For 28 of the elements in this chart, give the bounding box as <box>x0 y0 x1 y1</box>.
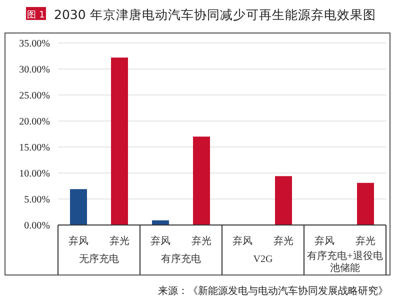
x-tick-label: 无序充电 <box>79 253 119 265</box>
series-label: 弃光 <box>110 235 130 247</box>
y-tick-label: 15.00% <box>19 142 50 154</box>
source-note: 来源：《新能源发电与电动汽车协同发展战略研究》 <box>158 285 388 297</box>
bar <box>193 136 210 225</box>
bar <box>275 176 292 225</box>
y-tick-label: 10.00% <box>19 168 50 180</box>
bar <box>357 182 374 225</box>
text: 弃风 <box>150 236 170 247</box>
text: 弃风 <box>232 236 252 247</box>
caption: 图 1 <box>27 10 45 20</box>
bar <box>70 189 87 225</box>
x-tick-label: 有序充电+退役电池储能 <box>307 250 383 274</box>
y-tick-label: 30.00% <box>19 64 50 76</box>
text: 弃光 <box>356 236 376 247</box>
text: 弃风 <box>314 236 334 247</box>
y-tick-label: 0.00% <box>24 220 50 232</box>
text: 弃光 <box>274 236 294 247</box>
y-tick-label: 25.00% <box>19 90 50 102</box>
y-tick-label: 35.00% <box>19 38 50 50</box>
y-tick-label: 5.00% <box>24 194 50 206</box>
x-tick-label: V2G <box>253 254 273 265</box>
x-tick-label: 有序充电 <box>161 253 201 265</box>
text: 弃光 <box>192 236 212 247</box>
chart-title: 2030 年京津唐电动汽车协同减少可再生能源弃电效果图 <box>54 7 376 22</box>
series-label: 弃风 <box>68 235 88 247</box>
bar <box>111 58 128 225</box>
y-tick-label: 20.00% <box>19 116 50 128</box>
